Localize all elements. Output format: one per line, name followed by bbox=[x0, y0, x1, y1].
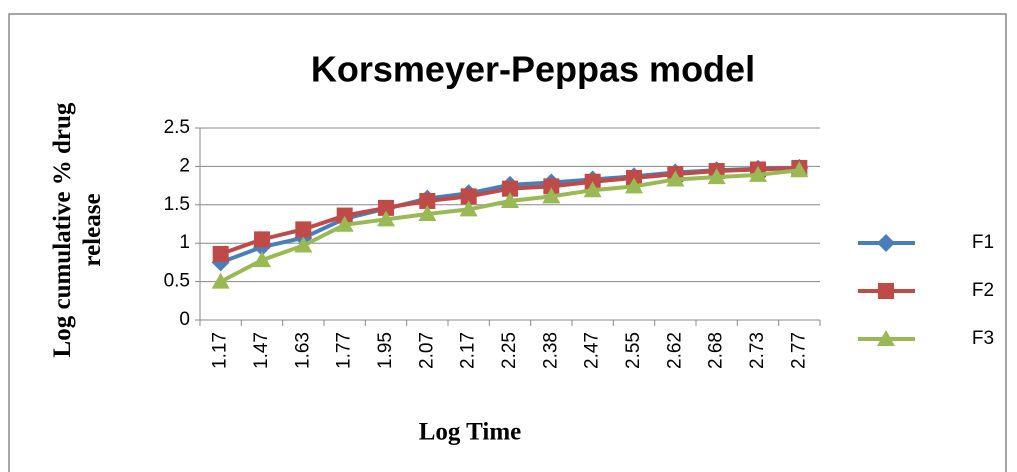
x-tick-label: 2.47 bbox=[582, 332, 603, 369]
marker bbox=[335, 215, 354, 232]
legend-label: F3 bbox=[972, 328, 994, 349]
marker bbox=[790, 161, 809, 178]
x-tick-label: 1.47 bbox=[251, 332, 272, 369]
chart-border bbox=[8, 13, 1007, 472]
marker bbox=[583, 181, 602, 198]
x-tick-label: 2.68 bbox=[706, 332, 727, 369]
y-tick-label: 2 bbox=[179, 155, 190, 176]
marker bbox=[418, 205, 437, 222]
y-tick-label: 1.5 bbox=[164, 194, 190, 215]
marker bbox=[460, 188, 477, 205]
y-tick-label: 1 bbox=[179, 232, 190, 253]
chart-title: Korsmeyer-Peppas model bbox=[311, 49, 755, 90]
x-tick-label: 2.38 bbox=[540, 332, 561, 369]
marker bbox=[377, 210, 395, 227]
x-tick-label: 2.73 bbox=[747, 332, 768, 369]
marker bbox=[666, 170, 685, 187]
marker bbox=[336, 207, 353, 224]
x-axis-label: Log Time bbox=[419, 419, 522, 446]
marker bbox=[254, 231, 270, 248]
legend-label: F2 bbox=[972, 280, 994, 301]
marker bbox=[502, 180, 518, 197]
marker bbox=[749, 165, 767, 182]
y-tick-label: 0.5 bbox=[164, 271, 190, 292]
y-tick-label: 0 bbox=[179, 309, 190, 330]
marker bbox=[419, 192, 436, 209]
marker bbox=[253, 251, 271, 268]
x-tick-label: 1.95 bbox=[375, 332, 396, 369]
y-axis-label: Log cumulative % drug release bbox=[49, 102, 106, 358]
marker bbox=[211, 272, 230, 289]
marker bbox=[501, 191, 519, 208]
x-tick-label: 2.25 bbox=[499, 332, 520, 369]
marker bbox=[877, 330, 895, 346]
marker bbox=[295, 221, 312, 238]
marker bbox=[542, 187, 561, 204]
marker bbox=[212, 245, 229, 262]
x-tick-label: 2.77 bbox=[788, 332, 809, 369]
marker bbox=[878, 283, 894, 299]
marker bbox=[459, 200, 478, 217]
legend-label: F1 bbox=[972, 232, 994, 253]
marker bbox=[877, 234, 895, 252]
x-tick-label: 2.17 bbox=[458, 332, 479, 369]
x-tick-label: 1.63 bbox=[292, 332, 313, 369]
marker bbox=[625, 177, 643, 194]
marker bbox=[707, 168, 726, 185]
x-tick-label: 2.62 bbox=[664, 332, 685, 369]
marker bbox=[543, 178, 560, 195]
marker bbox=[378, 199, 394, 216]
x-tick-label: 2.55 bbox=[623, 332, 644, 369]
y-tick-label: 2.5 bbox=[164, 117, 190, 138]
x-tick-label: 2.07 bbox=[416, 332, 437, 369]
marker bbox=[294, 236, 313, 253]
x-tick-label: 1.17 bbox=[210, 332, 231, 369]
x-tick-label: 1.77 bbox=[334, 332, 355, 369]
